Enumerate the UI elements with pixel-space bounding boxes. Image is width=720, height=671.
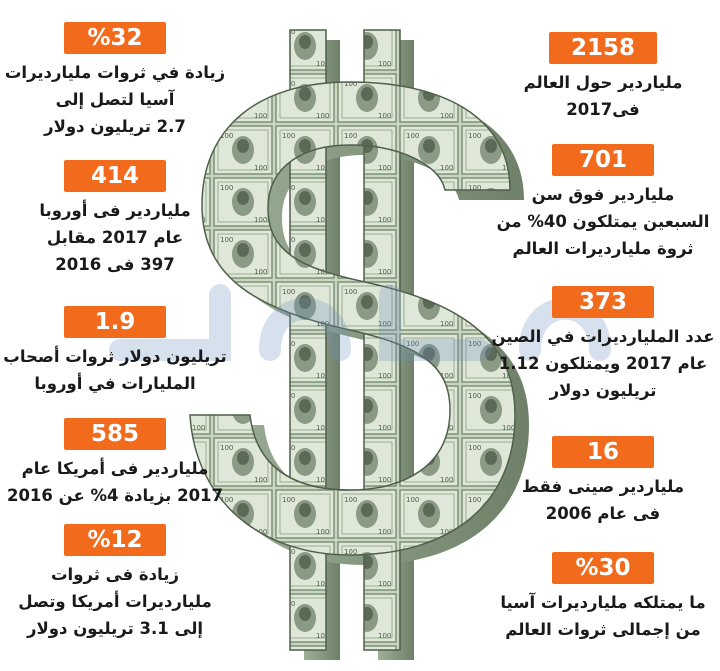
fact-text: زيادة فى ثروات مليارديرات أمريكا وتصل إل… xyxy=(18,565,212,638)
fact-text: ما يمتلكه مليارديرات آسيا من إجمالى ثروا… xyxy=(500,593,706,639)
fact-right-2: 701 ملياردير فوق سن السبعين يمتلكون 40% … xyxy=(488,144,718,262)
fact-left-1: %32 زيادة في ثروات مليارديرات آسيا لتصل … xyxy=(0,22,230,140)
fact-text: ملياردير فى أمريكا عام 2017 بزيادة 4% عن… xyxy=(6,459,224,505)
fact-text: زيادة في ثروات مليارديرات آسيا لتصل إلى … xyxy=(4,63,226,136)
fact-right-3: 373 عدد المليارديرات في الصين عام 2017 و… xyxy=(488,286,718,404)
value-badge: 585 xyxy=(64,418,166,450)
fact-right-5: %30 ما يمتلكه مليارديرات آسيا من إجمالى … xyxy=(488,552,718,643)
value-badge: %32 xyxy=(64,22,166,54)
fact-left-5: %12 زيادة فى ثروات مليارديرات أمريكا وتص… xyxy=(0,524,230,642)
fact-left-3: 1.9 تريليون دولار ثروات أصحاب المليارات … xyxy=(0,306,230,397)
fact-text: تريليون دولار ثروات أصحاب المليارات في أ… xyxy=(3,347,227,393)
value-badge: 16 xyxy=(552,436,654,468)
value-badge: 1.9 xyxy=(64,306,166,338)
value-badge: 414 xyxy=(64,160,166,192)
fact-text: عدد المليارديرات في الصين عام 2017 ويمتل… xyxy=(491,327,715,400)
dollar-sign-icon: 100 100 xyxy=(189,29,529,660)
dollar-sign-illustration: 100 100 xyxy=(150,20,580,660)
value-badge: 701 xyxy=(552,144,654,176)
fact-text: ملياردير فى أوروبا عام 2017 مقابل 397 فى… xyxy=(39,201,191,274)
fact-left-2: 414 ملياردير فى أوروبا عام 2017 مقابل 39… xyxy=(0,160,230,278)
fact-text: ملياردير صينى فقط فى عام 2006 xyxy=(521,477,685,523)
fact-right-4: 16 ملياردير صينى فقط فى عام 2006 xyxy=(488,436,718,527)
fact-text: ملياردير فوق سن السبعين يمتلكون 40% من ث… xyxy=(496,185,710,258)
fact-left-4: 585 ملياردير فى أمريكا عام 2017 بزيادة 4… xyxy=(0,418,230,509)
fact-text: ملياردير حول العالم فى2017 xyxy=(523,73,683,119)
value-badge: 373 xyxy=(552,286,654,318)
value-badge: %30 xyxy=(552,552,654,584)
value-badge: 2158 xyxy=(548,32,657,64)
fact-right-1: 2158 ملياردير حول العالم فى2017 xyxy=(488,32,718,123)
value-badge: %12 xyxy=(64,524,166,556)
